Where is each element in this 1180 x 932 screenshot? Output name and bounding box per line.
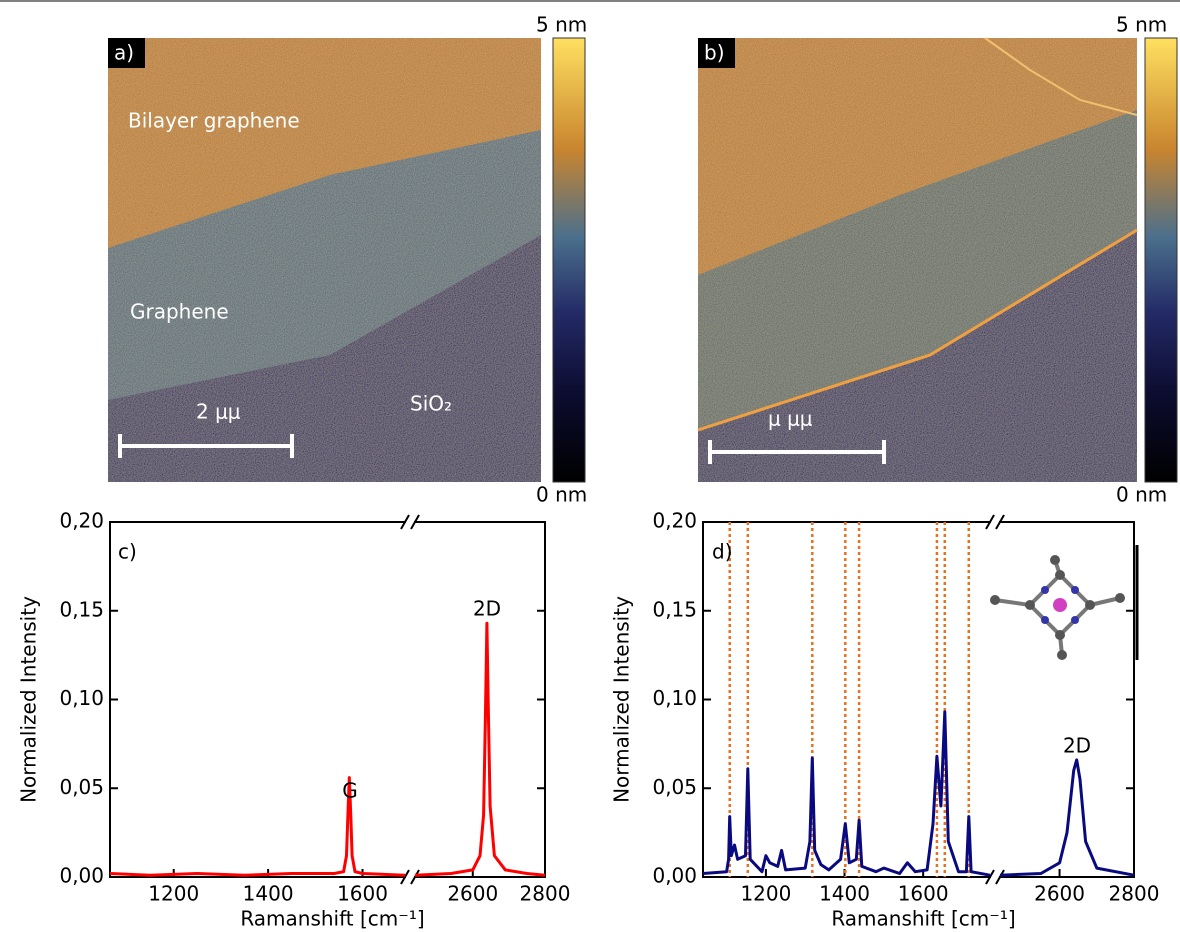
axis-break (995, 869, 1005, 885)
colorbar-label: 5 nm (1116, 13, 1167, 37)
x-tick-label: 2600 (1034, 882, 1085, 906)
x-tick-label: 2800 (1109, 882, 1160, 906)
y-tick-label: 0,05 (59, 775, 104, 799)
annotation: 2D (1063, 734, 1091, 758)
x-tick-label: 1400 (819, 882, 870, 906)
colorbar-label: 0 nm (1116, 483, 1167, 507)
edge (697, 228, 1138, 432)
afm-image-b (698, 38, 1137, 482)
colorbar-label: 5 nm (536, 13, 587, 37)
panel-label: a) (114, 41, 134, 65)
panel-label: d) (712, 540, 733, 564)
annotation: 2D (473, 597, 501, 621)
scale-bar (118, 434, 294, 458)
axis-break-gap (406, 874, 414, 880)
y-tick-label: 0,15 (652, 597, 697, 621)
y-tick-label: 0,20 (59, 509, 104, 533)
x-tick-label: 2800 (520, 882, 571, 906)
axis-break (400, 514, 410, 530)
spectrum-line (999, 758, 1135, 877)
panel-label: b) (704, 41, 725, 65)
x-tick-label: 1200 (148, 882, 199, 906)
x-axis-label: Ramanshift [cm⁻¹] (240, 907, 424, 931)
x-tick-label: 1600 (898, 882, 949, 906)
annotation: Graphene (130, 300, 229, 324)
y-tick-label: 0,10 (59, 686, 104, 710)
panel-label-box (108, 38, 145, 68)
y-axis-label: Normalized Intensity (17, 596, 41, 803)
afm-image-a (108, 38, 541, 482)
y-tick-label: 0,00 (652, 864, 697, 888)
axis-break (410, 514, 420, 530)
panel-label: c) (118, 540, 137, 564)
axis-break-gap (406, 519, 414, 525)
axis-break (995, 514, 1005, 530)
scale-bar-label: μ μμ (768, 407, 813, 431)
colorbar-label: 0 nm (536, 483, 587, 507)
x-tick-label: 1400 (243, 882, 294, 906)
x-tick-label: 1200 (740, 882, 791, 906)
spectrum-line (414, 621, 546, 877)
colorbar (552, 37, 586, 483)
y-tick-label: 0,20 (652, 509, 697, 533)
axis-break (985, 514, 995, 530)
panel-label-box (698, 38, 735, 68)
colorbar (1144, 37, 1178, 483)
plot-frame (109, 521, 546, 878)
y-tick-label: 0,00 (59, 864, 104, 888)
axis-break-gap (991, 519, 999, 525)
y-axis-label: Normalized Intensity (610, 596, 634, 803)
annotation: Bilayer graphene (128, 109, 300, 133)
y-tick-label: 0,15 (59, 597, 104, 621)
y-tick-label: 0,10 (652, 686, 697, 710)
y-tick-label: 0,05 (652, 775, 697, 799)
axis-break (410, 869, 420, 885)
spectrum-line (702, 710, 991, 877)
x-axis-label: Ramanshift [cm⁻¹] (831, 907, 1015, 931)
scale-bar (708, 440, 886, 464)
axis-break (400, 869, 410, 885)
axis-break (985, 869, 995, 885)
axis-break-gap (991, 874, 999, 880)
molecule-inset (990, 545, 1139, 660)
edge (984, 37, 1138, 116)
x-tick-label: 2600 (447, 882, 498, 906)
annotation: G (342, 779, 358, 803)
annotation: SiO₂ (410, 392, 452, 416)
spectrum-line (109, 776, 406, 877)
x-tick-label: 1600 (337, 882, 388, 906)
scale-bar-label: 2 μμ (196, 400, 241, 424)
